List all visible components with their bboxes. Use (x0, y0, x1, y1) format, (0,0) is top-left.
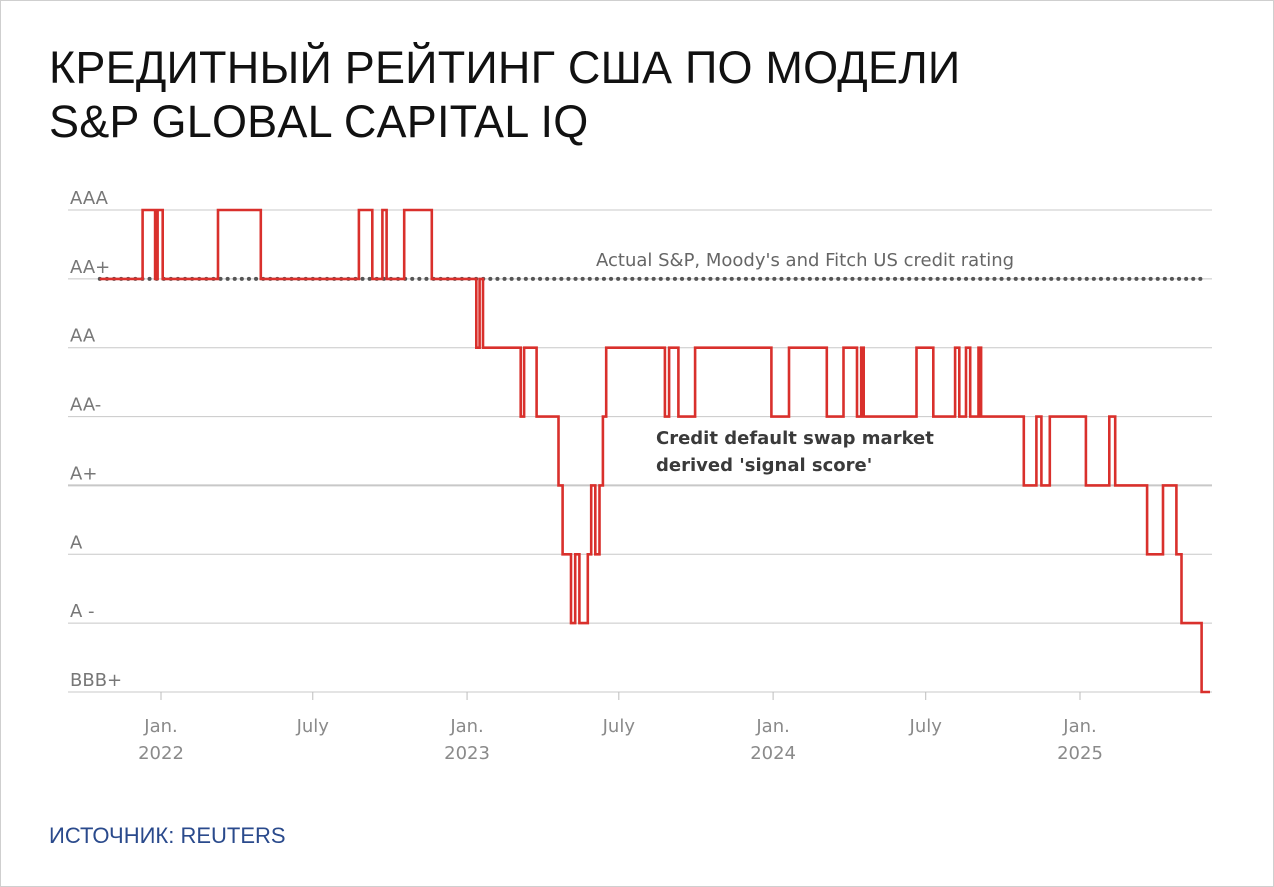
x-tick-label: July (296, 716, 330, 737)
series-label-line-2: derived 'signal score' (656, 455, 872, 476)
y-tick-label: BBB+ (70, 670, 122, 691)
series-label-line-1: Credit default swap market (656, 428, 934, 449)
reference-label: Actual S&P, Moody's and Fitch US credit … (596, 250, 1014, 271)
x-axis: Jan. 2022 July Jan. 2023 July Jan. 2024 July Jan.… (138, 692, 1103, 764)
source-note: ИСТОЧНИК: REUTERS (49, 823, 286, 848)
signal-score-series (99, 208, 1210, 694)
y-tick-label: AA (70, 326, 96, 347)
y-tick-label: A (70, 532, 83, 553)
x-tick-label: Jan. (755, 716, 789, 737)
y-tick-label: A - (70, 601, 95, 622)
x-tick-label: July (909, 716, 943, 737)
x-tick-year-label: 2024 (750, 743, 796, 764)
y-tick-label: A+ (70, 463, 97, 484)
x-tick-label: July (602, 716, 636, 737)
annotations: Actual S&P, Moody's and Fitch US credit … (596, 250, 1014, 476)
chart-title: КРЕДИТНЫЙ РЕЙТИНГ США ПО МОДЕЛИ S&P GLOB… (49, 41, 960, 149)
chart-title-line-1: КРЕДИТНЫЙ РЕЙТИНГ США ПО МОДЕЛИ (49, 42, 961, 93)
y-tick-label: AA- (70, 395, 101, 416)
chart-title-line-2: S&P GLOBAL CAPITAL IQ (49, 96, 589, 147)
x-tick-year-label: 2023 (444, 743, 490, 764)
x-tick-year-label: 2025 (1057, 743, 1103, 764)
x-tick-year-label: 2022 (138, 743, 184, 764)
y-tick-label: AA+ (70, 257, 110, 278)
y-tick-label: AAA (70, 188, 109, 209)
x-tick-label: Jan. (143, 716, 177, 737)
x-tick-label: Jan. (449, 716, 483, 737)
signal-score-line (99, 208, 1210, 694)
x-tick-label: Jan. (1062, 716, 1096, 737)
